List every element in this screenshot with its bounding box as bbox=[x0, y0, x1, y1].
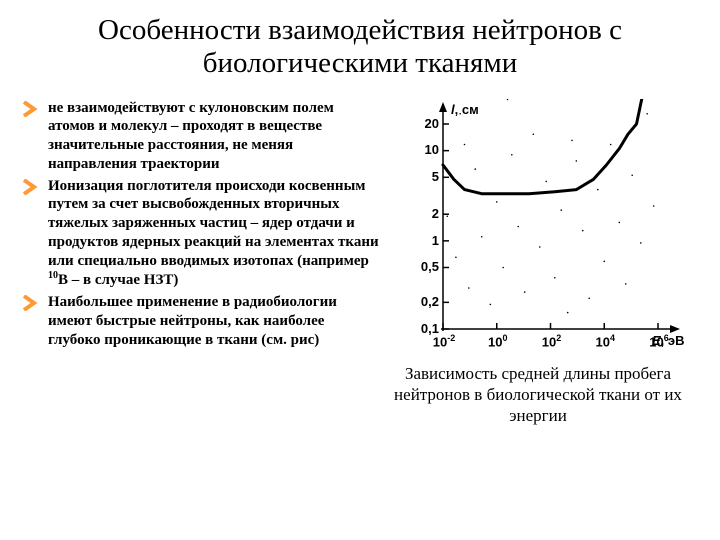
chevron-right-icon bbox=[22, 295, 42, 311]
bullet-list: не взаимодействуют с кулоновским полем а… bbox=[22, 99, 380, 350]
y-axis-title: l, см bbox=[451, 102, 479, 117]
tick-label: 20 bbox=[407, 116, 439, 131]
chevron-right-icon bbox=[22, 179, 42, 195]
bullet-item: не взаимодействуют с кулоновским полем а… bbox=[22, 99, 380, 174]
chart-column: 0,10,20,5125102010-2100102104106l, смE, … bbox=[388, 99, 688, 427]
chevron-right-icon bbox=[22, 101, 42, 117]
tick-label: 100 bbox=[483, 333, 513, 349]
tick-label: 10-2 bbox=[429, 333, 459, 349]
bullet-text: Наибольшее применение в радиобиологии им… bbox=[48, 293, 380, 349]
tick-label: 1 bbox=[407, 233, 439, 248]
bullet-item: Ионизация поглотителя происходи косвенны… bbox=[22, 177, 380, 291]
content-row: не взаимодействуют с кулоновским полем а… bbox=[22, 99, 698, 427]
slide-title: Особенности взаимодействия нейтронов с б… bbox=[22, 14, 698, 81]
x-axis-title: E, эВ bbox=[652, 333, 684, 348]
tick-label: 2 bbox=[407, 206, 439, 221]
bullets-column: не взаимодействуют с кулоновским полем а… bbox=[22, 99, 380, 427]
tick-label: 104 bbox=[590, 333, 620, 349]
chart-caption: Зависимость средней длины пробега нейтро… bbox=[388, 363, 688, 427]
tick-label: 102 bbox=[537, 333, 567, 349]
tick-label: 5 bbox=[407, 169, 439, 184]
mean-free-path-chart: 0,10,20,5125102010-2100102104106l, смE, … bbox=[388, 99, 688, 359]
bullet-text: не взаимодействуют с кулоновским полем а… bbox=[48, 99, 380, 174]
bullet-item: Наибольшее применение в радиобиологии им… bbox=[22, 293, 380, 349]
tick-label: 0,5 bbox=[407, 259, 439, 274]
tick-label: 10 bbox=[407, 142, 439, 157]
tick-label: 0,2 bbox=[407, 294, 439, 309]
bullet-text: Ионизация поглотителя происходи косвенны… bbox=[48, 177, 380, 291]
